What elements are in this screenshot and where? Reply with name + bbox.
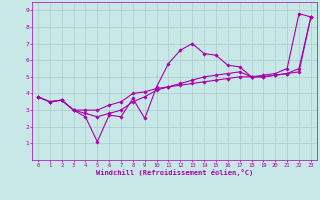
X-axis label: Windchill (Refroidissement éolien,°C): Windchill (Refroidissement éolien,°C) <box>96 169 253 176</box>
